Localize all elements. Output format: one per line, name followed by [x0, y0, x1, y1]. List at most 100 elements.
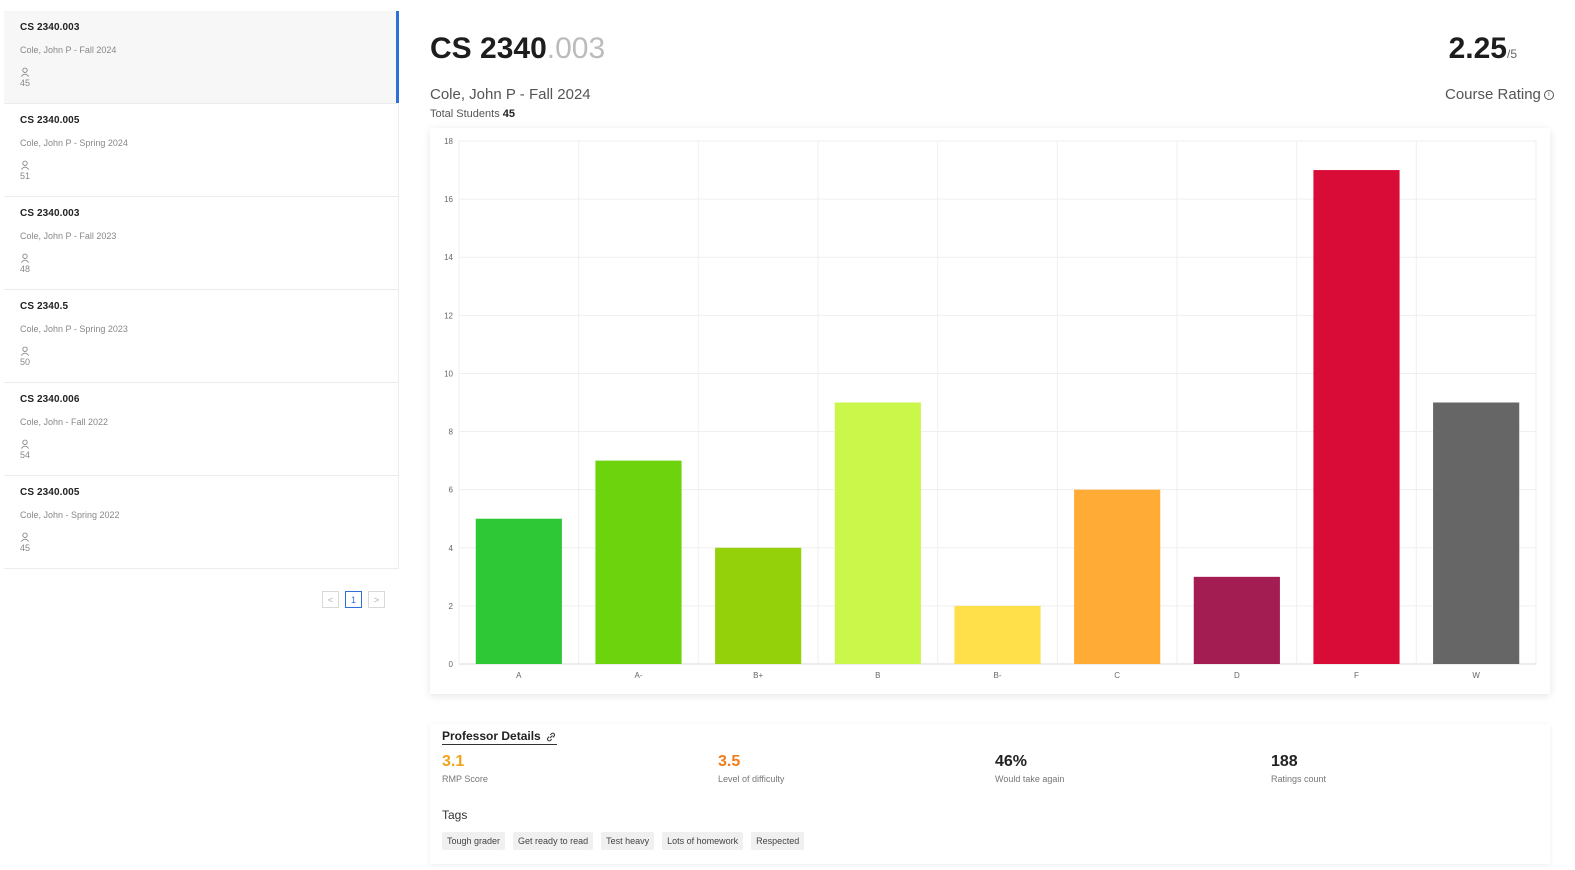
section-professor-term: Cole, John P - Spring 2024: [20, 138, 128, 148]
section-professor-term: Cole, John - Spring 2022: [20, 510, 120, 520]
professor-details-heading: Professor Details: [442, 729, 541, 743]
professor-details-card: Professor Details 3.1 RMP Score 3.5 Leve…: [430, 724, 1550, 864]
section-item[interactable]: CS 2340.005 Cole, John - Spring 2022 45: [4, 476, 398, 569]
y-tick-label: 2: [449, 602, 454, 611]
y-tick-label: 8: [449, 428, 454, 437]
user-icon: [20, 532, 30, 542]
section-student-count: 51: [20, 171, 31, 181]
bar-d: [1193, 576, 1280, 664]
bar-b-minusplus: [715, 547, 802, 664]
tag: Lots of homework: [662, 832, 744, 850]
grade-chart-svg: 0 2 4 6 8 10 12 14 16 18 A A- B+ B B- C D F W: [444, 137, 1537, 680]
section-item[interactable]: CS 2340.5 Cole, John P - Spring 2023 50: [4, 290, 398, 383]
take-again-label: Would take again: [995, 774, 1065, 784]
bar-b-minus: [954, 605, 1041, 664]
y-tick-label: 4: [449, 544, 454, 553]
difficulty-label: Level of difficulty: [718, 774, 785, 784]
tags-title: Tags: [442, 808, 468, 822]
x-tick-label: B: [875, 671, 880, 680]
section-code: CS 2340.005: [20, 487, 80, 498]
user-icon: [20, 67, 30, 77]
y-tick-label: 12: [444, 311, 453, 320]
ratings-count-label: Ratings count: [1271, 774, 1327, 784]
user-icon: [20, 439, 30, 449]
rmp-score-stat: 3.1 RMP Score: [442, 753, 488, 784]
course-rating-label-wrap: Course Rating i: [1445, 86, 1554, 103]
bar-a-minus: [595, 460, 682, 664]
ratings-count-value: 188: [1271, 753, 1298, 770]
course-code: CS 2340: [430, 32, 547, 65]
section-student-count: 48: [20, 264, 31, 274]
section-item[interactable]: CS 2340.003 Cole, John P - Fall 2024 45: [4, 11, 399, 104]
section-code: CS 2340.5: [20, 301, 69, 312]
pagination: < 1 >: [322, 591, 385, 608]
difficulty-value: 3.5: [718, 753, 741, 770]
tag-list: Tough grader Get ready to read Test heav…: [442, 832, 805, 850]
section-item[interactable]: CS 2340.003 Cole, John P - Fall 2023 48: [4, 197, 398, 290]
x-tick-label: D: [1234, 671, 1240, 680]
professor-term: Cole, John P - Fall 2024: [430, 86, 591, 103]
x-tick-label: A: [516, 671, 522, 680]
prev-page-button[interactable]: <: [322, 591, 339, 608]
tag: Test heavy: [601, 832, 655, 850]
difficulty-stat: 3.5 Level of difficulty: [718, 753, 784, 784]
user-icon: [20, 160, 30, 170]
tag: Tough grader: [442, 832, 506, 850]
total-students: Total Students 45: [430, 108, 515, 120]
bar-f: [1313, 170, 1400, 665]
bar-a: [475, 518, 562, 664]
course-rating-label: Course Rating: [1445, 86, 1541, 103]
total-students-label: Total Students: [430, 108, 500, 120]
total-students-value: 45: [502, 108, 516, 120]
info-icon[interactable]: i: [1543, 90, 1554, 101]
section-number: .003: [546, 32, 606, 65]
take-again-stat: 46% Would take again: [995, 753, 1064, 784]
user-icon: [20, 346, 30, 356]
bar-b: [834, 402, 921, 664]
y-tick-label: 6: [449, 486, 454, 495]
y-tick-label: 10: [444, 369, 453, 378]
rmp-score-label: RMP Score: [442, 774, 488, 784]
section-code: CS 2340.003: [20, 208, 80, 219]
rating-value: 2.25: [1448, 32, 1507, 65]
take-again-value: 46%: [995, 753, 1028, 770]
section-code: CS 2340.003: [20, 22, 80, 33]
grade-distribution-chart: 0 2 4 6 8 10 12 14 16 18 A A- B+ B B- C D F W: [430, 128, 1550, 694]
section-item[interactable]: CS 2340.005 Cole, John P - Spring 2024 5…: [4, 104, 398, 197]
x-tick-label: A-: [635, 671, 643, 680]
bar-c: [1074, 489, 1161, 664]
rmp-score-value: 3.1: [442, 753, 465, 770]
x-tick-label: B+: [753, 671, 763, 680]
tag: Get ready to read: [513, 832, 594, 850]
page-1-button[interactable]: 1: [345, 591, 362, 608]
rating-out-of: /5: [1506, 47, 1517, 61]
user-icon: [20, 253, 30, 263]
section-list: CS 2340.003 Cole, John P - Fall 2024 45 …: [4, 11, 399, 569]
section-code: CS 2340.005: [20, 115, 80, 126]
section-student-count: 50: [20, 357, 31, 367]
y-tick-label: 16: [444, 195, 453, 204]
professor-details-link[interactable]: Professor Details: [442, 729, 557, 745]
section-item[interactable]: CS 2340.006 Cole, John - Fall 2022 54: [4, 383, 398, 476]
section-professor-term: Cole, John P - Spring 2023: [20, 324, 128, 334]
ratings-count-stat: 188 Ratings count: [1271, 753, 1326, 784]
course-title: CS 2340.003: [430, 32, 605, 66]
bar-w: [1433, 402, 1520, 664]
link-icon: [546, 732, 555, 742]
section-professor-term: Cole, John P - Fall 2024: [20, 45, 117, 55]
x-tick-label: F: [1354, 671, 1359, 680]
y-tick-label: 18: [444, 137, 453, 146]
course-rating: 2.25/5: [1449, 32, 1517, 66]
x-tick-label: W: [1472, 671, 1480, 680]
x-tick-label: B-: [994, 671, 1002, 680]
section-student-count: 45: [20, 78, 31, 88]
section-professor-term: Cole, John P - Fall 2023: [20, 231, 117, 241]
y-tick-label: 0: [449, 660, 454, 669]
y-tick-label: 14: [444, 253, 453, 262]
section-code: CS 2340.006: [20, 394, 80, 405]
x-tick-label: C: [1114, 671, 1120, 680]
tag: Respected: [751, 832, 805, 850]
section-professor-term: Cole, John - Fall 2022: [20, 417, 109, 427]
next-page-button[interactable]: >: [368, 591, 385, 608]
section-student-count: 45: [20, 543, 31, 553]
